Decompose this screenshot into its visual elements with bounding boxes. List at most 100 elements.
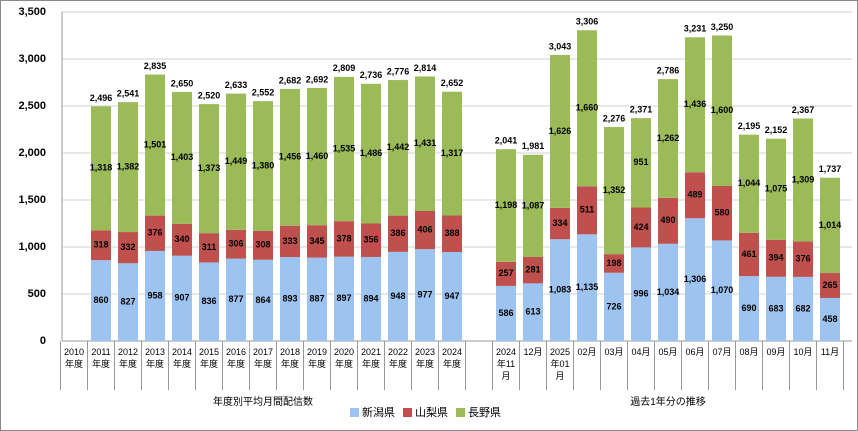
data-label: 376 (147, 228, 162, 238)
bar-segment (442, 215, 462, 252)
total-label: 1,981 (522, 141, 545, 151)
y-tick-label: 3,500 (18, 6, 46, 18)
bar-segment (496, 261, 516, 286)
x-tick-label: 2013 年度 (144, 347, 166, 369)
bar-segment (685, 37, 705, 173)
data-label: 1,014 (819, 220, 842, 230)
total-label: 2,682 (279, 75, 302, 85)
x-tick-label: 2020 年度 (333, 347, 355, 369)
bar-segment (712, 185, 732, 241)
data-label: 1,460 (306, 151, 329, 161)
bar-segment (820, 177, 840, 274)
data-label: 1,431 (414, 138, 437, 148)
data-label: 1,660 (576, 103, 599, 113)
data-label: 1,436 (684, 99, 707, 109)
data-label: 376 (795, 254, 810, 264)
data-label: 894 (363, 293, 378, 303)
bar-segment (577, 186, 597, 235)
data-label: 198 (606, 258, 621, 268)
bar-segment (658, 243, 678, 341)
total-label: 2,835 (144, 61, 167, 71)
bar-segment (226, 93, 246, 230)
bar-segment (145, 215, 165, 251)
x-tick-label: 2019 年度 (306, 347, 328, 369)
data-label: 511 (580, 205, 595, 215)
bar-segment (523, 256, 543, 284)
group-label: 年度別平均月間配信数 (213, 397, 313, 408)
x-tick-label: 2011 年度 (91, 347, 111, 369)
total-label: 2,541 (117, 89, 140, 99)
y-tick-label: 0 (40, 335, 46, 347)
x-tick-label: 2023 年度 (414, 347, 436, 369)
data-label: 1,449 (225, 156, 248, 166)
bar-segment (199, 233, 219, 263)
x-tick-label: 11月 (820, 347, 840, 357)
bar-segment (712, 35, 732, 186)
bar-segment (253, 230, 273, 260)
x-tick-label: 2017 年度 (252, 347, 274, 369)
bar-segment (307, 87, 327, 226)
total-label: 2,786 (657, 65, 680, 75)
total-label: 3,250 (711, 22, 734, 32)
data-label: 489 (687, 190, 702, 200)
data-label: 1,442 (387, 142, 410, 152)
bar-segment (199, 262, 219, 341)
total-label: 2,152 (765, 125, 788, 135)
total-label: 2,809 (333, 63, 356, 73)
data-label: 907 (174, 293, 189, 303)
total-label: 2,195 (738, 121, 761, 131)
group-label: 過去1年分の推移 (630, 397, 706, 408)
data-label: 726 (606, 301, 621, 311)
total-label: 2,041 (495, 136, 518, 146)
bar-segment (658, 197, 678, 244)
data-label: 1,535 (333, 143, 356, 153)
bar-segment (118, 232, 138, 264)
data-label: 690 (741, 303, 756, 313)
bar-segment (442, 91, 462, 216)
bar-segment (523, 283, 543, 341)
data-label: 406 (417, 224, 432, 234)
bar-segment (577, 30, 597, 187)
bar-segment (388, 251, 408, 341)
legend-label: 山梨県 (415, 405, 448, 419)
bar-segment (172, 91, 192, 224)
legend-label: 新潟県 (362, 405, 395, 419)
bar-segment (334, 76, 354, 222)
data-label: 586 (498, 308, 513, 318)
data-label: 836 (201, 296, 216, 306)
x-tick-label: 02月 (577, 347, 597, 357)
bar-segment (604, 254, 624, 273)
y-tick-label: 1,000 (18, 241, 46, 253)
data-label: 386 (390, 228, 405, 238)
data-label: 951 (633, 157, 648, 167)
data-label: 318 (93, 240, 108, 250)
bar-segment (766, 276, 786, 341)
total-label: 2,776 (387, 66, 410, 76)
bar-segment (604, 127, 624, 255)
bar-segment (388, 215, 408, 252)
data-label: 1,380 (252, 160, 275, 170)
bar-segment (172, 255, 192, 341)
data-label: 490 (660, 215, 675, 225)
x-tick-label: 06月 (685, 347, 705, 357)
data-label: 864 (255, 295, 270, 305)
bar-segment (415, 210, 435, 250)
x-tick-label: 03月 (604, 347, 624, 357)
x-tick-label: 08月 (739, 347, 759, 357)
data-label: 345 (309, 236, 324, 246)
data-label: 340 (174, 234, 189, 244)
data-label: 977 (417, 289, 432, 299)
legend-swatch (350, 408, 359, 417)
data-label: 897 (336, 293, 351, 303)
data-label: 1,600 (711, 105, 734, 115)
total-label: 3,306 (576, 17, 599, 27)
data-label: 1,087 (522, 200, 545, 210)
data-label: 1,135 (576, 282, 599, 292)
y-tick-label: 2,000 (18, 147, 46, 159)
x-tick-label: 12月 (523, 347, 543, 357)
total-label: 2,496 (90, 93, 113, 103)
data-label: 394 (768, 253, 783, 263)
data-label: 827 (120, 297, 135, 307)
x-tick-label: 10月 (793, 347, 813, 357)
